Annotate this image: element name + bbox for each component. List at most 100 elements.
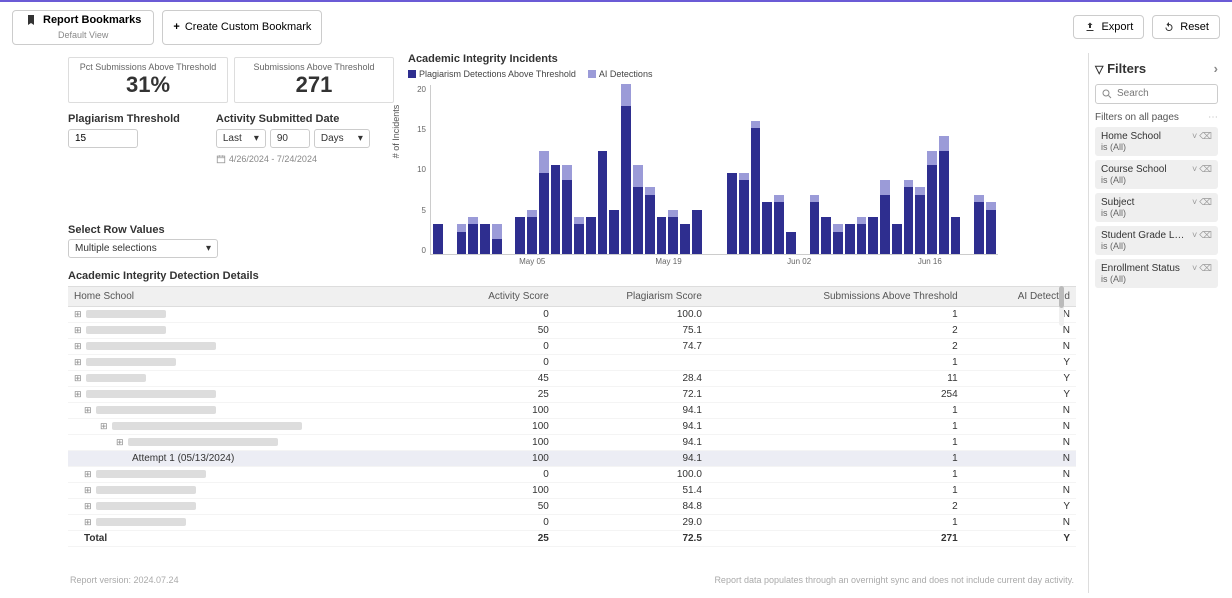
upload-icon bbox=[1084, 21, 1096, 33]
filter-card[interactable]: Enrollment Status˅⌫is (All) bbox=[1095, 259, 1218, 288]
chart-bar[interactable] bbox=[527, 210, 537, 254]
chart-bar[interactable] bbox=[539, 151, 549, 254]
table-row[interactable]: ⊞10094.11N bbox=[68, 418, 1076, 434]
chart-bar[interactable] bbox=[833, 224, 843, 254]
export-button[interactable]: Export bbox=[1073, 15, 1144, 39]
clear-filter-icon[interactable]: ⌫ bbox=[1199, 164, 1212, 175]
threshold-input[interactable] bbox=[68, 129, 138, 148]
reset-button[interactable]: Reset bbox=[1152, 15, 1220, 39]
date-num-input[interactable]: 90 bbox=[270, 129, 310, 148]
chart-bar[interactable] bbox=[951, 217, 961, 254]
chart-bar[interactable] bbox=[868, 217, 878, 254]
chart-bar[interactable] bbox=[468, 217, 478, 254]
select-row-values-dropdown[interactable]: Multiple selections ▾ bbox=[68, 239, 218, 258]
chart-bar[interactable] bbox=[915, 187, 925, 254]
chart-bar[interactable] bbox=[574, 217, 584, 254]
table-row[interactable]: ⊞0100.01N bbox=[68, 466, 1076, 482]
date-mode-select[interactable]: Last▾ bbox=[216, 129, 266, 148]
chart-bar[interactable] bbox=[939, 136, 949, 254]
chart-bar[interactable] bbox=[857, 217, 867, 254]
table-scrollbar[interactable] bbox=[1059, 286, 1064, 326]
chart-bar[interactable] bbox=[986, 202, 996, 254]
chart-bar[interactable] bbox=[904, 180, 914, 254]
chart-bar[interactable] bbox=[786, 232, 796, 254]
chart-bar[interactable] bbox=[515, 217, 525, 254]
table-row[interactable]: ⊞029.01N bbox=[68, 514, 1076, 530]
table-row[interactable]: Attempt 1 (05/13/2024)10094.11N bbox=[68, 450, 1076, 466]
expand-icon[interactable]: ⊞ bbox=[74, 373, 82, 384]
expand-icon[interactable]: ⊞ bbox=[116, 437, 124, 448]
expand-icon[interactable]: ⊞ bbox=[74, 389, 82, 400]
search-icon bbox=[1101, 88, 1113, 100]
chart-plot-area[interactable] bbox=[430, 85, 998, 255]
plus-icon: + bbox=[173, 21, 179, 33]
table-row[interactable]: ⊞5075.12N bbox=[68, 322, 1076, 338]
expand-icon[interactable]: ⊞ bbox=[84, 405, 92, 416]
chart-bar[interactable] bbox=[668, 210, 678, 254]
top-toolbar: Report Bookmarks Default View + Create C… bbox=[0, 2, 1232, 53]
chart-bar[interactable] bbox=[457, 224, 467, 254]
chart-bar[interactable] bbox=[892, 224, 902, 254]
chart-bar[interactable] bbox=[927, 151, 937, 254]
clear-filter-icon[interactable]: ⌫ bbox=[1199, 197, 1212, 208]
chart-bar[interactable] bbox=[739, 173, 749, 254]
date-unit-select[interactable]: Days▾ bbox=[314, 129, 370, 148]
filter-card[interactable]: Student Grade L…˅⌫is (All) bbox=[1095, 226, 1218, 255]
table-row[interactable]: ⊞4528.411Y bbox=[68, 370, 1076, 386]
collapse-filters-icon[interactable]: › bbox=[1214, 61, 1218, 76]
chart-bar[interactable] bbox=[645, 187, 655, 254]
chart-bar[interactable] bbox=[480, 224, 490, 254]
filter-card[interactable]: Course School˅⌫is (All) bbox=[1095, 160, 1218, 189]
expand-icon[interactable]: ⊞ bbox=[100, 421, 108, 432]
chart-bar[interactable] bbox=[657, 217, 667, 254]
expand-icon[interactable]: ⊞ bbox=[84, 501, 92, 512]
chart-bar[interactable] bbox=[598, 151, 608, 254]
chart-bar[interactable] bbox=[692, 210, 702, 254]
chart-bar[interactable] bbox=[880, 180, 890, 254]
expand-icon[interactable]: ⊞ bbox=[74, 341, 82, 352]
expand-icon[interactable]: ⊞ bbox=[74, 357, 82, 368]
chart-bar[interactable] bbox=[774, 195, 784, 254]
chart-bar[interactable] bbox=[821, 217, 831, 254]
chart-bar[interactable] bbox=[810, 195, 820, 254]
table-row[interactable]: ⊞2572.1254Y bbox=[68, 386, 1076, 402]
table-row[interactable]: ⊞074.72N bbox=[68, 338, 1076, 354]
chart-bar[interactable] bbox=[621, 84, 631, 254]
create-bookmark-button[interactable]: + Create Custom Bookmark bbox=[162, 10, 322, 45]
table-row[interactable]: ⊞10051.41N bbox=[68, 482, 1076, 498]
filter-card[interactable]: Home School˅⌫is (All) bbox=[1095, 127, 1218, 156]
table-row[interactable]: ⊞5084.82Y bbox=[68, 498, 1076, 514]
integrity-details-table[interactable]: Home SchoolActivity ScorePlagiarism Scor… bbox=[68, 286, 1076, 547]
x-axis-ticks: May 05May 19Jun 02Jun 16 bbox=[430, 257, 998, 275]
chart-bar[interactable] bbox=[609, 210, 619, 254]
expand-icon[interactable]: ⊞ bbox=[84, 469, 92, 480]
table-row[interactable]: ⊞0100.01N bbox=[68, 306, 1076, 322]
clear-filter-icon[interactable]: ⌫ bbox=[1199, 230, 1212, 241]
table-row[interactable]: ⊞01Y bbox=[68, 354, 1076, 370]
chart-bar[interactable] bbox=[680, 224, 690, 254]
chart-bar[interactable] bbox=[562, 165, 572, 254]
chart-bar[interactable] bbox=[727, 173, 737, 254]
chart-bar[interactable] bbox=[433, 224, 443, 254]
chart-bar[interactable] bbox=[586, 217, 596, 254]
expand-icon[interactable]: ⊞ bbox=[74, 309, 82, 320]
expand-icon[interactable]: ⊞ bbox=[74, 325, 82, 336]
filter-card[interactable]: Subject˅⌫is (All) bbox=[1095, 193, 1218, 222]
chart-bar[interactable] bbox=[974, 195, 984, 254]
chart-bar[interactable] bbox=[551, 165, 561, 254]
table-row[interactable]: ⊞10094.11N bbox=[68, 402, 1076, 418]
clear-filter-icon[interactable]: ⌫ bbox=[1199, 263, 1212, 274]
expand-icon[interactable]: ⊞ bbox=[84, 517, 92, 528]
report-bookmarks-button[interactable]: Report Bookmarks Default View bbox=[12, 10, 154, 45]
chevron-down-icon: ˅ bbox=[1192, 131, 1197, 142]
report-footer: Report version: 2024.07.24 Report data p… bbox=[68, 571, 1076, 585]
chart-bar[interactable] bbox=[762, 202, 772, 254]
table-row[interactable]: ⊞10094.11N bbox=[68, 434, 1076, 450]
chart-bar[interactable] bbox=[751, 121, 761, 254]
filters-search-input[interactable]: Search bbox=[1095, 84, 1218, 104]
chart-bar[interactable] bbox=[492, 224, 502, 254]
clear-filter-icon[interactable]: ⌫ bbox=[1199, 131, 1212, 142]
expand-icon[interactable]: ⊞ bbox=[84, 485, 92, 496]
chart-bar[interactable] bbox=[633, 165, 643, 254]
chart-bar[interactable] bbox=[845, 224, 855, 254]
